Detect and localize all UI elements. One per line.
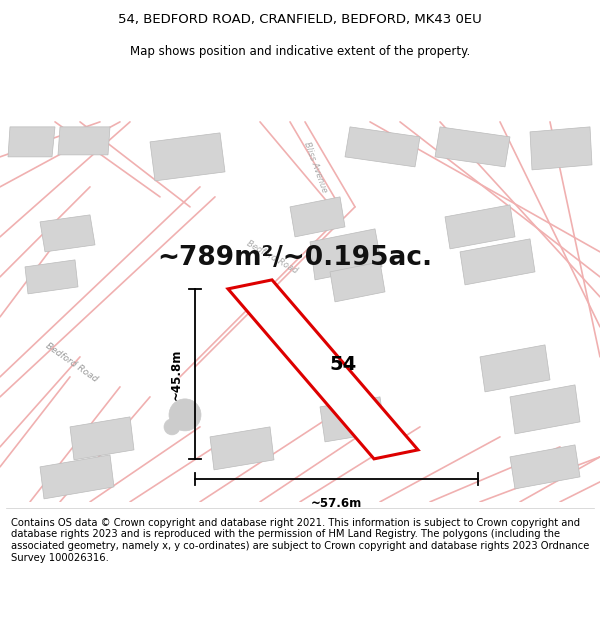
Text: Bedford Road: Bedford Road bbox=[44, 342, 100, 384]
Text: Contains OS data © Crown copyright and database right 2021. This information is : Contains OS data © Crown copyright and d… bbox=[11, 518, 589, 562]
Polygon shape bbox=[530, 127, 592, 170]
Text: ~789m²/~0.195ac.: ~789m²/~0.195ac. bbox=[157, 245, 433, 271]
Polygon shape bbox=[460, 239, 535, 285]
Polygon shape bbox=[8, 127, 55, 157]
Polygon shape bbox=[58, 127, 110, 155]
Polygon shape bbox=[510, 385, 580, 434]
Polygon shape bbox=[228, 280, 418, 459]
Circle shape bbox=[169, 399, 201, 431]
Polygon shape bbox=[480, 345, 550, 392]
Polygon shape bbox=[150, 133, 225, 181]
Polygon shape bbox=[210, 427, 274, 470]
Text: Map shows position and indicative extent of the property.: Map shows position and indicative extent… bbox=[130, 44, 470, 58]
Polygon shape bbox=[40, 215, 95, 252]
Text: 54, BEDFORD ROAD, CRANFIELD, BEDFORD, MK43 0EU: 54, BEDFORD ROAD, CRANFIELD, BEDFORD, MK… bbox=[118, 13, 482, 26]
Polygon shape bbox=[445, 205, 515, 249]
Text: Bedford Road: Bedford Road bbox=[245, 239, 299, 275]
Polygon shape bbox=[320, 397, 385, 442]
Polygon shape bbox=[290, 197, 345, 237]
Polygon shape bbox=[435, 127, 510, 167]
Polygon shape bbox=[310, 229, 382, 280]
Polygon shape bbox=[330, 262, 385, 302]
Text: ~57.6m: ~57.6m bbox=[311, 497, 362, 510]
Polygon shape bbox=[40, 455, 114, 499]
Polygon shape bbox=[345, 127, 420, 167]
Text: ~45.8m: ~45.8m bbox=[170, 348, 183, 399]
Text: 54: 54 bbox=[329, 355, 356, 374]
Polygon shape bbox=[25, 260, 78, 294]
Text: Bliss Avenue: Bliss Avenue bbox=[302, 140, 328, 194]
Circle shape bbox=[164, 419, 180, 435]
Polygon shape bbox=[510, 445, 580, 489]
Polygon shape bbox=[70, 417, 134, 460]
